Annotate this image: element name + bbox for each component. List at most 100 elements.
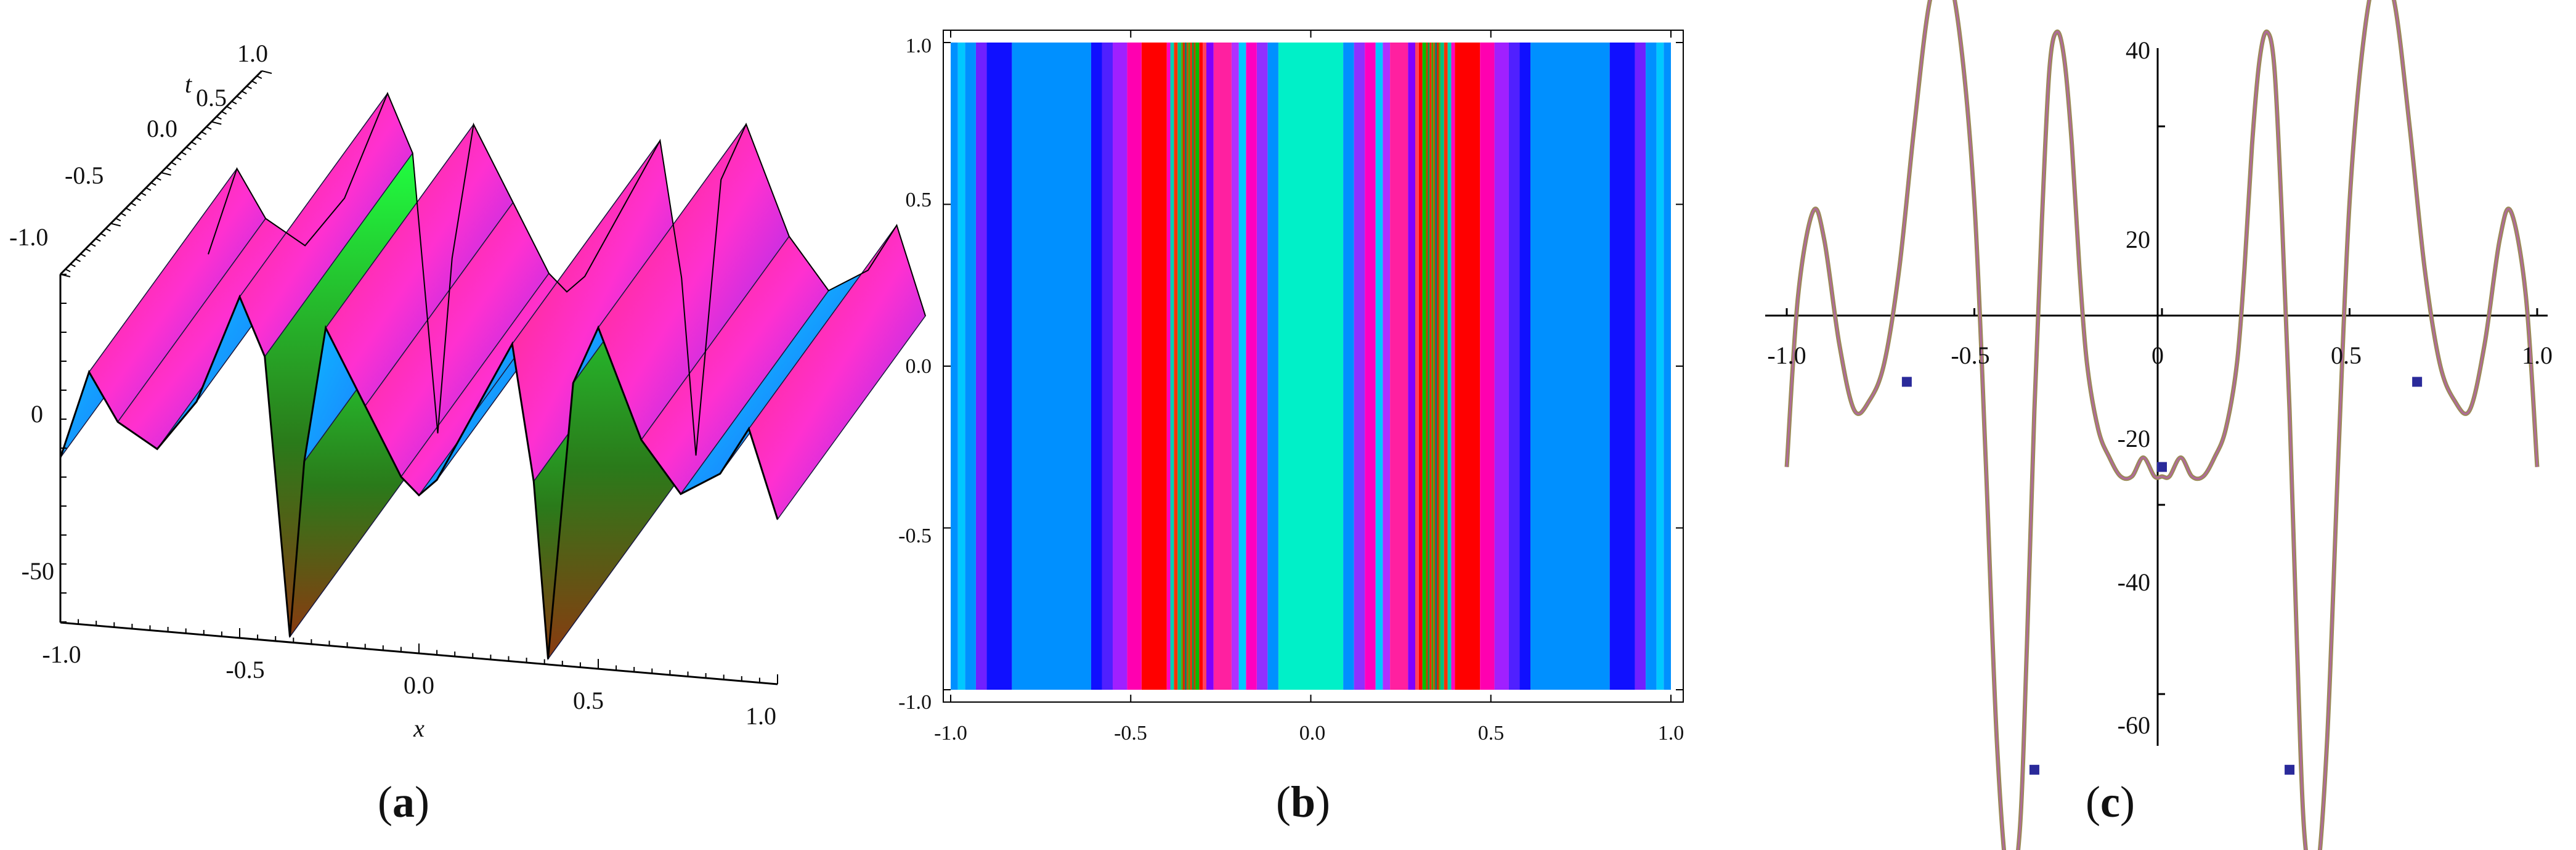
t-tick-label: 0.5: [196, 84, 227, 112]
density-band: [1455, 43, 1481, 690]
density-band: [1383, 43, 1391, 690]
curve-shadow: [1784, 0, 2540, 850]
density-band: [1530, 43, 1610, 690]
density-band: [1091, 43, 1102, 690]
t-tick-label: 0.0: [147, 115, 177, 142]
density-band: [1426, 43, 1428, 690]
density-band: [1206, 43, 1214, 690]
t-tick-mark: [65, 268, 71, 272]
t-tick-mark: [261, 70, 272, 74]
density-band: [1188, 43, 1190, 690]
x-tick-label: 0.0: [404, 671, 434, 699]
z-tick-label: 0: [31, 400, 43, 428]
t-tick-mark: [236, 96, 242, 100]
t-tick-mark: [161, 172, 171, 176]
density-band: [1186, 43, 1188, 690]
density-band: [1375, 43, 1383, 690]
axis-tick-marks: [1786, 125, 2538, 695]
curve-marker: [2157, 462, 2167, 472]
density-band: [1429, 43, 1432, 690]
density-band: [1635, 43, 1646, 690]
density-band: [1435, 43, 1437, 690]
surface-front-edge: [59, 294, 779, 660]
curve-line: [1786, 0, 2538, 850]
surface-plot: [59, 91, 926, 661]
panel-b-density-plot: 1.0 0.5 0.0 -0.5 -1.0 -1.0 -0.5 0.0 0.5 …: [898, 30, 1684, 827]
caption-letter: c: [2100, 777, 2120, 827]
density-band: [1418, 43, 1423, 690]
t-tick-mark: [221, 111, 227, 115]
t-tick-mark: [75, 258, 81, 263]
density-band: [1246, 43, 1257, 690]
t-tick-mark: [145, 187, 152, 191]
density-band: [1656, 43, 1664, 690]
y-tick-label: -20: [2118, 425, 2150, 452]
t-tick-mark: [115, 218, 121, 222]
t-tick-mark: [206, 126, 212, 130]
density-band: [1310, 43, 1344, 690]
curve: [1784, 0, 2540, 850]
density-band: [1199, 43, 1203, 690]
density-band: [1231, 43, 1239, 690]
density-bands: [951, 43, 1671, 690]
y-tick-label: 0.5: [906, 189, 932, 211]
y-tick-label: -60: [2118, 711, 2150, 739]
x-tick-label: -1.0: [42, 640, 81, 668]
density-band: [1190, 43, 1192, 690]
density-band: [1415, 43, 1419, 690]
density-band: [1609, 43, 1635, 690]
x-tick-label: 1.0: [746, 702, 776, 730]
t-tick-mark: [166, 166, 172, 171]
t-tick-mark: [136, 197, 142, 202]
density-band: [1141, 43, 1167, 690]
axis-tick-marks: [60, 70, 778, 684]
t-tick-mark: [140, 192, 147, 196]
density-band: [1174, 43, 1178, 690]
curve-marker: [2412, 377, 2423, 387]
t-axis-label: t: [185, 70, 192, 98]
t-tick-mark: [241, 91, 247, 94]
t-tick-mark: [201, 131, 207, 135]
density-band: [1166, 43, 1171, 690]
density-band: [1183, 43, 1185, 690]
x-tick-label: 1.0: [2522, 341, 2553, 369]
curve-marker: [1901, 377, 1912, 387]
caption-open-paren: (: [378, 777, 392, 827]
x-tick-label: -1.0: [1767, 341, 1806, 369]
t-tick-mark: [211, 121, 222, 125]
t-tick-mark: [196, 136, 202, 141]
y-tick-label: 1.0: [906, 35, 932, 57]
density-band: [1343, 43, 1354, 690]
x-axis-label: x: [413, 714, 425, 742]
density-band: [1012, 43, 1091, 690]
density-band: [1390, 43, 1408, 690]
density-band: [1440, 43, 1444, 690]
x-tick-label: 0.5: [2331, 341, 2362, 369]
caption-b: (b): [1276, 777, 1330, 827]
curve-marker: [2285, 764, 2295, 775]
caption-letter: a: [392, 777, 415, 827]
density-band: [1192, 43, 1194, 690]
density-band: [1433, 43, 1436, 690]
surface-back-edge: [208, 91, 926, 456]
t-tick-mark: [181, 152, 187, 155]
t-tick-mark: [131, 202, 136, 206]
x-tick-label: -0.5: [226, 656, 264, 684]
x-tick-label: 0.5: [1478, 722, 1505, 745]
caption-open-paren: (: [2086, 777, 2100, 827]
density-band: [1177, 43, 1182, 690]
t-tick-mark: [231, 100, 237, 105]
x-tick-label: -1.0: [934, 722, 967, 745]
t-tick-mark: [246, 85, 252, 89]
density-band: [1113, 43, 1128, 690]
t-tick-mark: [150, 182, 156, 186]
density-band: [1256, 43, 1268, 690]
density-band: [1646, 43, 1657, 690]
density-band: [1664, 43, 1671, 690]
caption-letter: b: [1291, 777, 1315, 827]
density-band: [1408, 43, 1416, 690]
density-band: [1480, 43, 1495, 690]
t-tick-label: 1.0: [237, 39, 268, 67]
y-tick-label: -40: [2118, 568, 2150, 596]
